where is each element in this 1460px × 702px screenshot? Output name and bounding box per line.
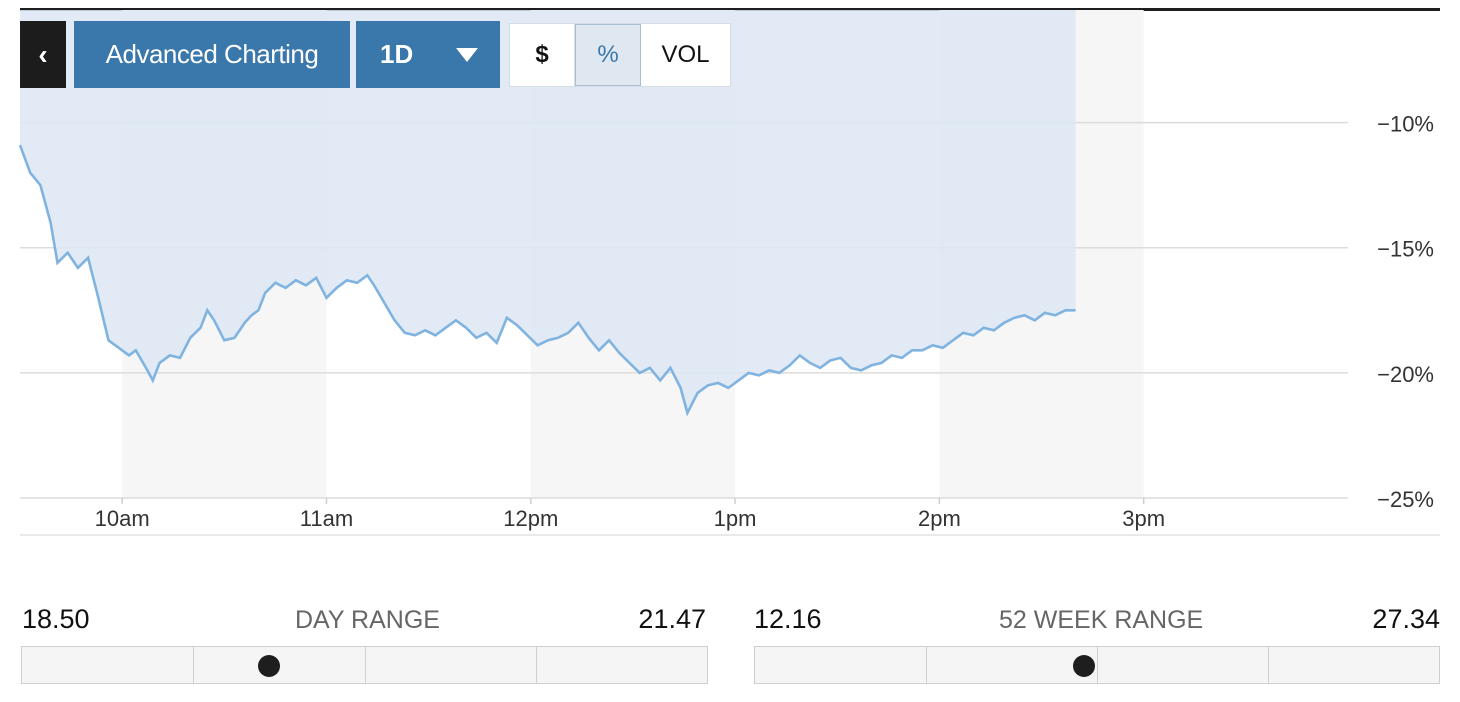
week52-range-marker [1073,655,1096,677]
chevron-left-icon: ‹ [38,38,48,70]
week52-range-title: 52 WEEK RANGE [999,606,1204,634]
y-tick-label: −25% [1377,487,1434,512]
week52-range-high: 27.34 [1372,604,1440,634]
x-axis: 10am 11am 12pm 1pm 2pm 3pm [95,498,1165,531]
range-divider [364,647,366,683]
unit-percent-button[interactable]: % [575,24,641,86]
x-tick-label: 1pm [714,506,757,531]
range-divider [926,647,927,683]
period-dropdown[interactable]: 1D [356,21,500,88]
y-axis: −10% −15% −20% −25% [1377,112,1434,512]
x-tick-label: 10am [95,506,150,531]
price-chart[interactable]: −10% −15% −20% −25% 10am 11am 12pm 1pm 2pm 3pm [0,0,1460,545]
range-divider [193,647,195,683]
day-range-low: 18.50 [22,604,90,634]
back-button[interactable]: ‹ [20,21,66,88]
week52-range-bar [754,646,1440,684]
unit-volume-button[interactable]: VOL [661,41,710,68]
unit-toggle-group: $ % VOL [509,23,731,87]
y-tick-label: −15% [1377,237,1434,262]
period-label: 1D [380,39,414,69]
top-rule [20,8,1440,11]
x-tick-label: 11am [300,506,353,531]
advanced-charting-label: Advanced Charting [105,39,319,69]
caret-down-icon [456,48,478,62]
unit-dollar-button[interactable]: $ [510,24,575,86]
price-line [18,144,1076,417]
y-tick-label: −10% [1377,112,1434,137]
x-tick-label: 3pm [1122,506,1165,531]
day-range-title: DAY RANGE [295,606,440,634]
range-divider [535,647,537,683]
advanced-charting-button[interactable]: Advanced Charting [74,21,350,88]
y-tick-label: −20% [1377,362,1434,387]
range-divider [1268,647,1269,683]
x-tick-label: 2pm [918,506,961,531]
day-range-bar [21,646,708,684]
day-range-high: 21.47 [638,604,706,634]
day-range-marker [258,655,281,677]
price-area-fill [20,10,1076,413]
week52-range-low: 12.16 [754,604,822,634]
x-tick-label: 12pm [503,506,558,531]
range-divider [1097,647,1098,683]
